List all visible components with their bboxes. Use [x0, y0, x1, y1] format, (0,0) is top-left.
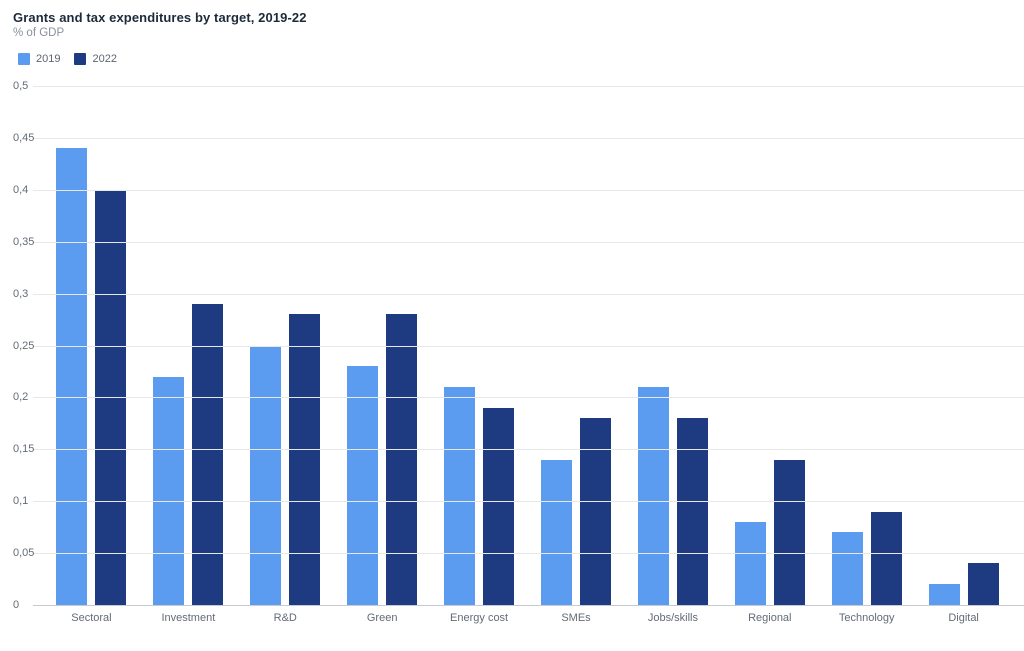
bar-2019-regional[interactable] [734, 521, 766, 605]
bar-2022-technology[interactable] [870, 511, 902, 605]
x-tick-label: R&D [273, 612, 297, 624]
bar-2022-regional[interactable] [773, 459, 805, 605]
legend-swatch-2022 [74, 53, 87, 65]
bar-2019-sectoral[interactable] [56, 148, 88, 605]
chart-subtitle: % of GDP [13, 27, 65, 39]
gridline [33, 293, 1024, 295]
bar-2022-smes[interactable] [579, 418, 611, 605]
x-tick-label: Green [366, 612, 398, 624]
plot-area: 0 0,05 0,1 0,15 0,2 0,25 0,3 0,35 0,4 0,45 0,5 [0, 80, 1024, 611]
legend-item-2019[interactable]: 2019 [18, 53, 60, 65]
bar-2019-digital[interactable] [928, 584, 960, 605]
y-tick-label: 0,35 [13, 235, 35, 248]
x-tick-label: Energy cost [450, 612, 509, 624]
legend-label: 2022 [92, 53, 117, 65]
y-tick-label: 0,45 [13, 131, 35, 144]
x-tick-label: Digital [948, 612, 979, 624]
bar-2019-r-d[interactable] [250, 345, 282, 605]
x-tick-label: Jobs/skills [647, 612, 698, 624]
bar-2019-smes[interactable] [540, 459, 572, 605]
gridline [33, 501, 1024, 503]
gridline [33, 449, 1024, 451]
bar-group-green [334, 86, 431, 605]
bar-2022-green[interactable] [386, 314, 418, 605]
y-tick-label: 0 [13, 599, 20, 611]
gridline [33, 189, 1024, 191]
gridline [33, 241, 1024, 243]
x-axis-labels: Sectoral Investment R&D Green Energy cost SME… [43, 612, 1012, 624]
y-tick-label: 0,15 [13, 443, 35, 456]
gridline [33, 345, 1024, 347]
y-tick-label: 0,4 [13, 183, 29, 196]
gridline [33, 137, 1024, 139]
y-tick-label: 0,3 [13, 287, 29, 300]
legend: 2019 2022 [18, 53, 117, 65]
x-tick-label: Sectoral [71, 612, 112, 624]
bar-group-regional [721, 86, 818, 605]
bar-2022-r-d[interactable] [289, 314, 321, 605]
x-tick-label: SMEs [561, 612, 591, 624]
gridline [33, 86, 1024, 87]
gridline [33, 553, 1024, 555]
x-tick-label: Investment [161, 612, 216, 624]
legend-swatch-2019 [18, 53, 30, 65]
bar-group-r-d [237, 86, 334, 605]
bar-2022-investment[interactable] [192, 303, 224, 605]
gridline [33, 397, 1024, 399]
bar-group-investment [140, 86, 237, 605]
bar-group-technology [818, 86, 915, 605]
bar-2019-investment[interactable] [153, 376, 185, 605]
bar-2019-green[interactable] [347, 366, 379, 605]
bar-2019-jobs-skills[interactable] [637, 387, 669, 605]
y-tick-label: 0,1 [13, 495, 29, 508]
bar-2022-digital[interactable] [967, 563, 999, 605]
y-tick-label: 0,25 [13, 339, 35, 352]
x-axis-line [33, 605, 1024, 606]
y-tick-label: 0,5 [13, 80, 29, 92]
chart-title: Grants and tax expenditures by target, 2… [13, 10, 307, 25]
bar-2019-technology[interactable] [831, 532, 863, 605]
bar-2022-energy-cost[interactable] [483, 407, 515, 605]
bar-2022-jobs-skills[interactable] [676, 418, 708, 605]
bar-2019-energy-cost[interactable] [444, 387, 476, 605]
bar-group-energy-cost [431, 86, 528, 605]
y-tick-label: 0,2 [13, 391, 29, 404]
legend-label: 2019 [36, 53, 61, 65]
bar-groups [43, 86, 1012, 605]
x-tick-label: Technology [838, 612, 895, 624]
legend-item-2022[interactable]: 2022 [74, 53, 117, 65]
bar-group-digital [915, 86, 1012, 605]
y-tick-label: 0,05 [13, 547, 35, 560]
x-tick-label: Regional [748, 612, 792, 624]
